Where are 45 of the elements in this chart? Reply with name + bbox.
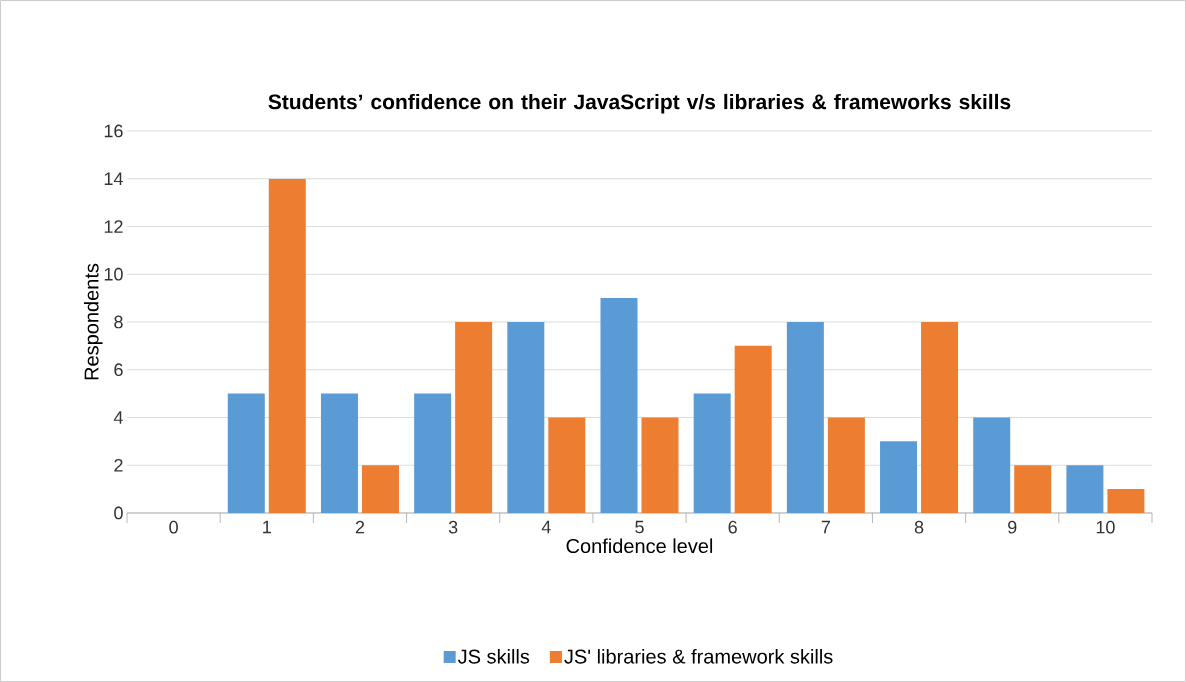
y-tick-label: 14	[104, 172, 123, 185]
x-tick-label: 0	[169, 520, 178, 534]
bar	[268, 178, 306, 513]
x-tick-label: 10	[1096, 520, 1115, 534]
bar	[786, 321, 824, 513]
bar	[1107, 489, 1145, 513]
y-tick-label: 2	[114, 458, 123, 472]
x-tick-label: 5	[635, 520, 644, 534]
bar	[361, 465, 399, 513]
y-tick-label: 6	[114, 363, 123, 377]
x-tick-label: 3	[448, 520, 458, 534]
x-tick-label: 8	[914, 520, 924, 534]
bar	[880, 441, 918, 513]
bar	[1014, 465, 1052, 513]
bar	[827, 417, 865, 513]
bar	[320, 393, 358, 513]
bar	[548, 417, 586, 513]
x-tick-label: 2	[355, 520, 365, 534]
legend-label: JS' libraries & framework skills	[564, 648, 833, 664]
bar	[921, 321, 959, 513]
y-tick-label: 0	[114, 506, 123, 520]
y-tick-label: 12	[104, 220, 123, 233]
bar	[507, 321, 545, 513]
bar	[734, 345, 772, 513]
x-tick-label: 6	[728, 520, 737, 534]
y-tick-label: 4	[113, 411, 123, 424]
x-tick-label: 4	[541, 520, 551, 534]
x-tick-label: 7	[821, 520, 830, 534]
y-axis-title: Respondents	[83, 263, 103, 380]
legend-label: JS skills	[457, 648, 530, 664]
bar	[414, 393, 452, 513]
x-tick-label: 1	[263, 520, 271, 534]
y-tick-label: 16	[104, 124, 123, 138]
bar	[455, 321, 493, 513]
bar	[641, 417, 679, 513]
x-tick-label: 9	[1008, 520, 1017, 534]
y-tick-label: 8	[114, 315, 123, 329]
bar	[973, 417, 1011, 513]
chart-title: Students’ confidence on their JavaScript v/s libraries & frameworks skills	[268, 93, 1011, 114]
x-axis-title: Confidence level	[566, 538, 713, 554]
bar	[693, 393, 731, 513]
bar	[1066, 465, 1104, 513]
y-tick-label: 10	[104, 267, 123, 281]
bar	[600, 298, 638, 513]
bar	[227, 393, 265, 513]
